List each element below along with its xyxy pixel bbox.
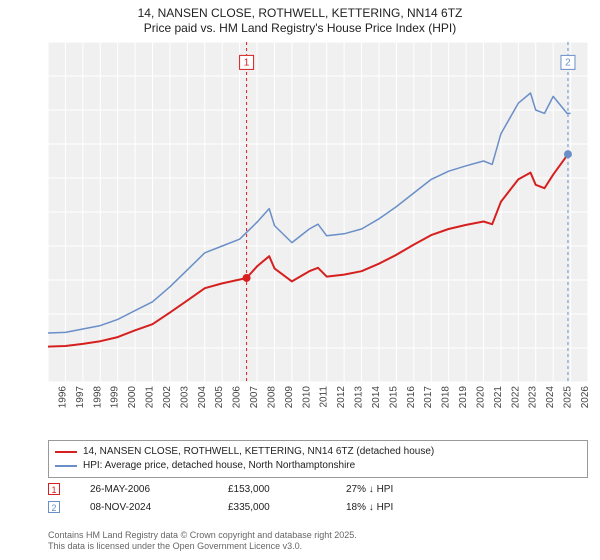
sales-block: 1 26-MAY-2006 £153,000 27% ↓ HPI 2 08-NO… [48,480,588,516]
legend-label-2: HPI: Average price, detached house, Nort… [83,459,355,473]
svg-text:2024: 2024 [545,386,556,409]
sale-marker-2: 2 [48,501,60,513]
svg-text:2020: 2020 [475,386,486,409]
title-block: 14, NANSEN CLOSE, ROTHWELL, KETTERING, N… [0,0,600,36]
sale-price-1: £153,000 [228,484,338,495]
legend-swatch-1 [55,451,77,453]
sale-marker-1: 1 [48,483,60,495]
legend-label-1: 14, NANSEN CLOSE, ROTHWELL, KETTERING, N… [83,445,434,459]
svg-text:2: 2 [565,57,571,68]
legend-item-2: HPI: Average price, detached house, Nort… [55,459,581,473]
footer: Contains HM Land Registry data © Crown c… [48,530,588,553]
chart-container: 14, NANSEN CLOSE, ROTHWELL, KETTERING, N… [0,0,600,560]
svg-text:1995: 1995 [48,386,51,409]
svg-text:2021: 2021 [493,386,504,409]
sale-date-2: 08-NOV-2024 [68,502,220,513]
svg-text:2023: 2023 [528,386,539,409]
svg-text:2010: 2010 [301,386,312,409]
chart-svg: £0£50K£100K£150K£200K£250K£300K£350K£400… [48,42,588,410]
sale-date-1: 26-MAY-2006 [68,484,220,495]
svg-text:1997: 1997 [75,386,86,409]
footer-line-1: Contains HM Land Registry data © Crown c… [48,530,588,541]
svg-text:2001: 2001 [145,386,156,409]
sale-row-2: 2 08-NOV-2024 £335,000 18% ↓ HPI [48,498,588,516]
svg-text:2003: 2003 [179,386,190,409]
svg-text:2025: 2025 [563,386,574,409]
svg-text:2013: 2013 [354,386,365,409]
sale-hpi-1: 27% ↓ HPI [346,484,496,495]
svg-text:2026: 2026 [580,386,588,409]
svg-text:2017: 2017 [423,386,434,409]
svg-text:2007: 2007 [249,386,260,409]
svg-text:2004: 2004 [197,386,208,409]
chart-area: £0£50K£100K£150K£200K£250K£300K£350K£400… [48,42,588,410]
svg-text:2018: 2018 [441,386,452,409]
legend: 14, NANSEN CLOSE, ROTHWELL, KETTERING, N… [48,440,588,478]
legend-swatch-2 [55,465,77,467]
svg-text:1996: 1996 [57,386,68,409]
svg-text:2008: 2008 [266,386,277,409]
footer-line-2: This data is licensed under the Open Gov… [48,541,588,552]
legend-item-1: 14, NANSEN CLOSE, ROTHWELL, KETTERING, N… [55,445,581,459]
svg-text:2015: 2015 [388,386,399,409]
title-line-2: Price paid vs. HM Land Registry's House … [0,21,600,36]
svg-text:1999: 1999 [110,386,121,409]
svg-text:2009: 2009 [284,386,295,409]
sale-price-2: £335,000 [228,502,338,513]
svg-text:2005: 2005 [214,386,225,409]
svg-text:2006: 2006 [232,386,243,409]
svg-text:2016: 2016 [406,386,417,409]
svg-text:1998: 1998 [92,386,103,409]
sale-hpi-2: 18% ↓ HPI [346,502,496,513]
svg-text:2014: 2014 [371,386,382,409]
svg-text:2000: 2000 [127,386,138,409]
svg-text:2022: 2022 [510,386,521,409]
svg-text:2002: 2002 [162,386,173,409]
svg-text:1: 1 [244,57,250,68]
svg-text:2012: 2012 [336,386,347,409]
title-line-1: 14, NANSEN CLOSE, ROTHWELL, KETTERING, N… [0,6,600,21]
svg-text:2011: 2011 [319,386,330,408]
sale-row-1: 1 26-MAY-2006 £153,000 27% ↓ HPI [48,480,588,498]
svg-text:2019: 2019 [458,386,469,409]
